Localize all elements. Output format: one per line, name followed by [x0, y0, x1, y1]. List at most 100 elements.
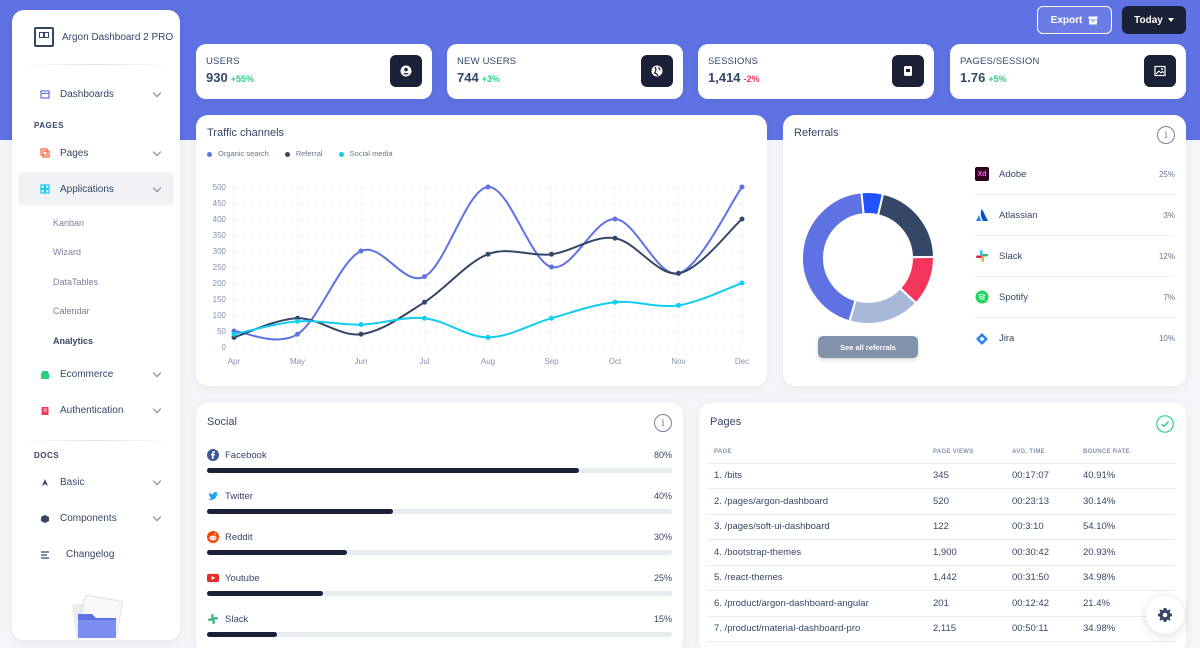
data-point[interactable] — [485, 184, 491, 190]
data-point[interactable] — [485, 334, 491, 340]
sidebar-item-components[interactable]: Components — [18, 502, 174, 536]
settings-button[interactable] — [1146, 596, 1184, 634]
sidebar-subitem-kanban[interactable]: Kanban — [53, 217, 85, 228]
table-row[interactable]: 1. /bits 345 00:17:07 40.91% — [707, 463, 1175, 489]
referral-name: Slack — [999, 250, 1023, 262]
progress-track — [207, 468, 672, 473]
stat-card-new-users: New Users 744 +3% — [447, 44, 683, 99]
referral-row-atlassian[interactable]: Atlassian 3% — [975, 195, 1175, 236]
data-point[interactable] — [739, 184, 745, 190]
sidebar-subitem-wizard[interactable]: Wizard — [53, 247, 82, 258]
social-row-youtube: Youtube 25% — [207, 571, 672, 611]
table-row[interactable]: 4. /bootstrap-themes 1,900 00:30:42 20.93% — [707, 539, 1175, 566]
stat-label: New Users — [457, 56, 517, 67]
data-point[interactable] — [739, 216, 745, 222]
data-point[interactable] — [612, 216, 618, 222]
data-point[interactable] — [549, 251, 554, 257]
social-card: Social i Facebook 80% Twitter 40% Reddit 30… — [196, 403, 683, 648]
data-point[interactable] — [295, 331, 300, 337]
chevron-down-icon — [152, 476, 162, 486]
sidebar-item-ecommerce[interactable]: Ecommerce — [18, 358, 174, 392]
sidebar-item-label: Changelog — [66, 549, 115, 560]
referral-row-adobe[interactable]: Xd Adobe 25% — [975, 154, 1175, 195]
referral-name: Spotify — [999, 291, 1029, 303]
sidebar-item-applications[interactable]: Applications — [18, 172, 174, 206]
social-name: Twitter — [225, 490, 253, 502]
table-row[interactable]: 5. /react-themes 1,442 00:31:50 34.98% — [707, 565, 1175, 591]
progress-fill — [207, 509, 393, 514]
social-row-facebook: Facebook 80% — [207, 448, 672, 488]
sidebar-item-changelog[interactable]: Changelog — [18, 538, 174, 572]
table-row[interactable]: 3. /pages/soft-ui-dashboard 122 00:3:10 54.… — [707, 514, 1175, 540]
chevron-down-icon — [152, 368, 162, 378]
today-dropdown-button[interactable]: Today — [1122, 6, 1186, 34]
stat-number: 1.76 — [960, 70, 986, 85]
data-point[interactable] — [231, 331, 237, 337]
referral-row-jira[interactable]: Jira 10% — [975, 318, 1175, 359]
sidebar-divider — [22, 64, 170, 65]
x-tick-label: Jul — [419, 357, 429, 366]
x-tick-label: May — [290, 357, 305, 366]
traffic-channels-card: Traffic channels Organic search Referral… — [196, 115, 767, 386]
data-point[interactable] — [358, 248, 364, 254]
table-row[interactable]: 6. /product/argon-dashboard-angular 201 00… — [707, 590, 1175, 617]
sidebar-item-dashboards[interactable]: Dashboards — [18, 77, 174, 111]
donut-slice[interactable] — [801, 191, 865, 323]
referral-name: Adobe — [999, 168, 1027, 180]
section-title-docs: DOCS — [34, 450, 60, 460]
sidebar-subitem-analytics[interactable]: Analytics — [53, 335, 94, 346]
y-tick-label: 100 — [213, 311, 227, 320]
table-row[interactable]: 7. /product/material-dashboard-pro 2,115 0… — [707, 616, 1175, 642]
data-point[interactable] — [549, 264, 554, 270]
sidebar-subitem-calendar[interactable]: Calendar — [53, 306, 90, 317]
chevron-down-icon — [152, 147, 162, 156]
x-tick-label: Jun — [355, 357, 368, 366]
export-button[interactable]: Export — [1037, 6, 1112, 34]
referral-row-spotify[interactable]: Spotify 7% — [975, 277, 1175, 318]
sidebar-item-pages[interactable]: Pages — [18, 136, 174, 170]
referral-percent: 7% — [1163, 292, 1175, 302]
data-point[interactable] — [676, 302, 681, 308]
legend-dot — [284, 151, 290, 157]
info-icon[interactable]: i — [654, 414, 672, 432]
referral-row-slack[interactable]: Slack 12% — [975, 236, 1175, 277]
sidebar-item-basic[interactable]: Basic — [18, 466, 174, 500]
check-circle-icon[interactable] — [1156, 415, 1174, 433]
folder-illustration-icon — [72, 594, 123, 639]
chart-legend: Organic search Referral Social media — [207, 149, 393, 158]
progress-fill — [207, 591, 324, 596]
archive-icon — [1088, 16, 1098, 24]
data-point[interactable] — [422, 315, 427, 321]
youtube-icon — [207, 572, 219, 584]
sidebar-subitem-datatables[interactable]: DataTables — [53, 276, 99, 287]
brand[interactable]: Argon Dashboard 2 PRO — [12, 10, 180, 64]
data-point[interactable] — [549, 315, 554, 321]
data-point[interactable] — [358, 322, 364, 328]
data-point[interactable] — [612, 235, 618, 241]
info-icon[interactable]: i — [1157, 126, 1175, 144]
x-tick-label: Dec — [735, 357, 749, 366]
data-point[interactable] — [676, 270, 681, 276]
data-point[interactable] — [612, 299, 618, 305]
data-point[interactable] — [422, 299, 427, 305]
table-row[interactable]: 2. /pages/argon-dashboard 520 00:23:13 30.1… — [707, 488, 1175, 515]
data-point[interactable] — [739, 280, 745, 286]
sidebar-item-authentication[interactable]: Authentication — [18, 394, 174, 428]
see-all-referrals-button[interactable]: See all referrals — [818, 336, 918, 358]
x-tick-label: Sep — [544, 357, 559, 366]
data-point[interactable] — [485, 251, 491, 257]
sidebar-item-label: Basic — [60, 477, 85, 488]
table-cell: 34.98% — [1083, 565, 1175, 591]
pages-card: Pages Page Page Views Avg. Time Bounce R… — [699, 403, 1186, 648]
table-cell: 40.91% — [1083, 463, 1175, 489]
shop-icon — [40, 90, 50, 99]
sidebar-item-label: Components — [60, 513, 117, 524]
data-point[interactable] — [422, 274, 427, 280]
y-tick-label: 350 — [213, 231, 227, 240]
data-point[interactable] — [358, 331, 364, 337]
card-title: Referrals — [794, 127, 839, 139]
column-header: Avg. Time — [1012, 441, 1083, 464]
card-title: Social — [207, 416, 237, 428]
data-point[interactable] — [295, 318, 300, 324]
table-cell: 1,900 — [933, 539, 1012, 566]
